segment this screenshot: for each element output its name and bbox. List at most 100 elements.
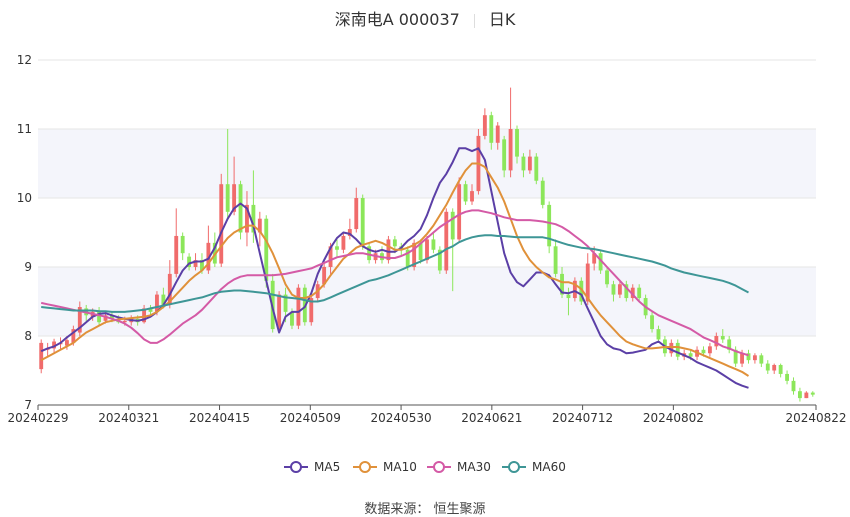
candle [515,125,519,164]
candle [148,304,153,316]
candle-body [341,235,346,250]
legend-label: MA5 [314,460,340,474]
x-tick-label: 20240530 [371,411,432,425]
ma10-line [40,162,750,377]
candle-body [785,373,789,381]
x-tick-label: 20240802 [643,411,704,425]
candle-body [148,308,153,312]
title-divider [473,13,475,28]
candle-body [797,391,802,399]
candle-body [405,249,410,267]
candle-body [264,218,269,281]
candle-body [727,339,732,350]
candle-body [367,246,372,261]
candle-body [804,392,809,399]
candle-body [142,308,147,323]
candle [527,149,532,174]
legend-marker [290,461,302,473]
candle [341,232,346,254]
candle [650,311,654,333]
y-tick-label: 12 [17,53,32,67]
candle-body [650,315,654,330]
legend-label: MA60 [532,460,566,474]
candle [579,277,584,305]
candle [540,177,545,209]
candle-body [566,294,571,299]
candle-body [71,329,76,343]
candle-body [180,235,185,254]
x-tick-label: 20240229 [7,411,68,425]
candle-body [611,284,616,295]
candle-body [122,320,127,323]
candle [232,156,237,216]
candle-body [328,246,333,267]
candle [437,246,442,274]
candle [617,280,622,299]
candle-body [675,342,680,357]
candle-body [791,380,796,392]
candle-body [232,184,237,212]
candle [431,232,436,254]
candle [585,253,590,305]
candle [97,307,102,326]
candle-body [714,336,719,347]
candle [605,267,609,288]
candle [296,284,301,330]
period-label: 日K [488,10,516,29]
candle-body [733,349,738,364]
candle-body [386,239,391,261]
candle [778,363,783,378]
candle [142,304,147,324]
candle-body [52,341,57,349]
candle-body [534,156,539,181]
candle-body [547,204,552,247]
candle-body [630,287,635,299]
candle-body [527,156,532,171]
candle [309,294,314,326]
candle-body [347,229,352,236]
candle-body [296,287,301,326]
candle-body [701,349,706,354]
candle [180,232,185,261]
grid-band [38,129,816,198]
legend-item-ma10[interactable]: MA10 [353,460,417,474]
candle-body [810,392,815,395]
stock-name: 深南电A 000037 [334,10,460,29]
candle [521,153,526,178]
legend[interactable]: MA5 MA10 MA30 MA60 [284,460,566,474]
y-axis-labels: 7 8 9 10 11 12 [17,53,32,412]
candle-body [437,249,442,271]
candle-body [457,184,462,240]
y-tick-label: 7 [24,398,32,412]
candle-body [392,239,397,247]
candle-body [617,284,622,295]
candle-body [103,315,108,321]
legend-item-ma60[interactable]: MA60 [502,460,566,474]
candle [489,111,494,150]
candle-body [335,246,339,250]
candle-body [489,115,494,143]
candle [225,129,230,219]
candle-body [360,198,365,247]
candle-body [77,307,82,333]
candle [251,170,256,243]
candle [360,194,365,250]
candle-body [225,184,230,212]
candle [495,122,500,150]
candle-body [322,267,327,285]
candle-body [206,242,211,271]
candle-body [354,198,359,230]
candle [797,387,802,402]
candle [386,235,391,264]
candle-body [193,260,198,267]
candle [598,249,603,274]
candle-body [740,353,744,364]
candle [804,391,809,399]
x-tick-label: 20240509 [280,411,341,425]
candle-body [470,191,474,202]
moving-average-lines [40,147,750,389]
legend-item-ma5[interactable]: MA5 [284,460,340,474]
candle [508,87,513,178]
candle-body [219,184,224,264]
legend-item-ma30[interactable]: MA30 [427,460,491,474]
